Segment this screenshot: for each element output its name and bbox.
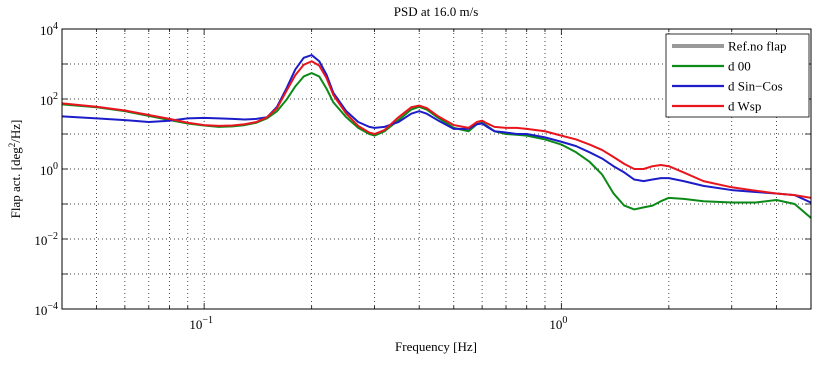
x-tick-label: 100 — [549, 315, 567, 332]
y-tick-label: 100 — [40, 161, 58, 178]
y-tick-label-base: 10 — [40, 93, 53, 108]
x-tick-label-base: 10 — [549, 317, 562, 332]
y-tick-label-exp: −2 — [47, 231, 58, 242]
y-axis-label-tail: /Hz] — [8, 120, 23, 143]
x-tick-labels: 10−1 100 — [189, 315, 567, 332]
x-tick-label-exp: −1 — [202, 315, 213, 326]
y-tick-label-exp: 0 — [53, 161, 58, 172]
y-axis-label-sup: 2 — [7, 143, 17, 148]
y-tick-label-base: 10 — [40, 163, 53, 178]
legend-label-ref-no-flap: Ref.no flap — [728, 39, 786, 54]
y-tick-label-exp: −4 — [47, 301, 58, 312]
y-axis-label: Flap act. [deg2/Hz] — [7, 120, 23, 219]
y-tick-label-base: 10 — [34, 233, 47, 248]
y-tick-label: 10−4 — [34, 301, 58, 318]
legend-label-d-00: d 00 — [728, 59, 751, 74]
y-tick-label-exp: 4 — [53, 21, 58, 32]
x-axis-label: Frequency [Hz] — [395, 339, 477, 354]
y-tick-label: 104 — [40, 21, 58, 38]
y-axis-label-main: Flap act. [deg — [8, 147, 23, 219]
legend-label-d-wsp: d Wsp — [728, 99, 761, 114]
series-line-d-sin-cos — [62, 54, 811, 204]
chart-title: PSD at 16.0 m/s — [394, 4, 479, 19]
x-tick-label-exp: 0 — [562, 315, 567, 326]
series-layer — [62, 54, 811, 219]
axis-ticks — [62, 28, 811, 310]
legend: Ref.no flap d 00 d Sin−Cos d Wsp — [665, 33, 810, 118]
x-tick-label-base: 10 — [189, 317, 202, 332]
x-tick-label: 10−1 — [189, 315, 213, 332]
y-tick-label-base: 10 — [34, 303, 47, 318]
legend-label-d-sin-cos: d Sin−Cos — [728, 79, 783, 94]
y-tick-label: 102 — [40, 91, 58, 108]
y-tick-label: 10−2 — [34, 231, 58, 248]
y-tick-label-base: 10 — [40, 23, 53, 38]
series-line-d-wsp — [62, 60, 811, 199]
y-tick-label-exp: 2 — [53, 91, 58, 102]
